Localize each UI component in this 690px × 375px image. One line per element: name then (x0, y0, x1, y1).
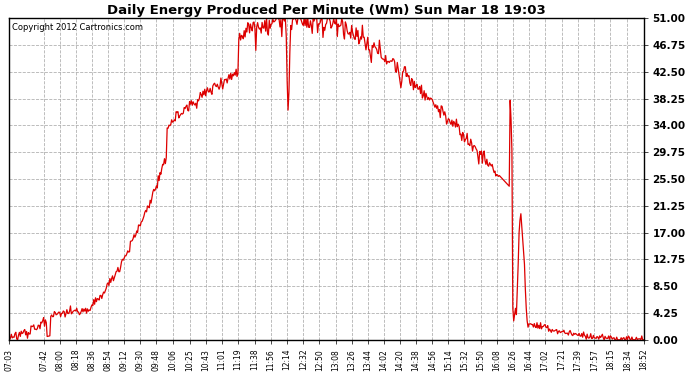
Text: Copyright 2012 Cartronics.com: Copyright 2012 Cartronics.com (12, 23, 143, 32)
Title: Daily Energy Produced Per Minute (Wm) Sun Mar 18 19:03: Daily Energy Produced Per Minute (Wm) Su… (107, 4, 546, 17)
